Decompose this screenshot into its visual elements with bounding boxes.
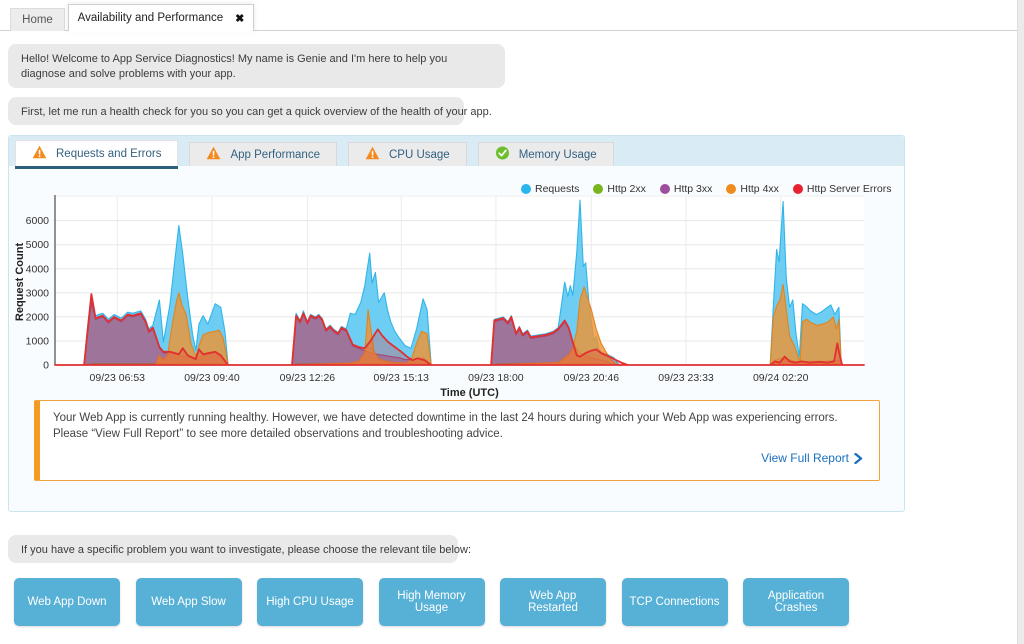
svg-text:1000: 1000 [26, 335, 50, 347]
legend-item-requests[interactable]: Requests [521, 183, 579, 195]
svg-text:09/23 06:53: 09/23 06:53 [90, 372, 146, 384]
warning-icon [206, 146, 221, 163]
svg-text:5000: 5000 [26, 239, 50, 251]
health-tab-label: Memory Usage [518, 148, 597, 161]
problem-tiles: Web App Down Web App Slow High CPU Usage Hi… [14, 578, 849, 626]
chart-canvas: 0 1000 2000 3000 4000 5000 6000 09/23 06:53 09/2… [14, 195, 865, 399]
svg-text:6000: 6000 [26, 215, 50, 227]
legend-label: Http 2xx [607, 183, 646, 195]
chevron-right-icon [854, 452, 863, 464]
tab-home-label: Home [22, 14, 53, 26]
genie-healthcheck-message: First, let me run a health check for you… [8, 97, 492, 125]
health-tab-requests-and-errors[interactable]: Requests and Errors [15, 140, 179, 169]
svg-text:09/23 20:46: 09/23 20:46 [564, 372, 620, 384]
chart-legend: Requests Http 2xx Http 3xx Http 4xx Http Ser… [521, 183, 892, 195]
insight-text: Your Web App is currently running health… [53, 412, 838, 440]
tab-availability-and-performance[interactable]: Availability and Performance ✖ [68, 4, 254, 33]
svg-text:Time (UTC): Time (UTC) [440, 387, 499, 399]
tile-web-app-down[interactable]: Web App Down [14, 578, 120, 626]
tab-home[interactable]: Home [10, 8, 65, 31]
legend-item-http-3xx[interactable]: Http 3xx [659, 183, 713, 195]
warning-icon [32, 145, 47, 162]
health-tabs: Requests and Errors App Performance CPU Us… [15, 140, 614, 169]
genie-welcome-message: Hello! Welcome to App Service Diagnostic… [8, 44, 505, 88]
legend-dot [593, 184, 604, 194]
health-tab-memory-usage[interactable]: Memory Usage [477, 142, 614, 166]
legend-label: Http 4xx [740, 183, 779, 195]
health-tab-cpu-usage[interactable]: CPU Usage [347, 142, 467, 166]
close-icon[interactable]: ✖ [235, 12, 245, 25]
svg-text:3000: 3000 [26, 287, 50, 299]
legend-dot [521, 184, 531, 194]
legend-label: Http 3xx [673, 183, 713, 195]
svg-text:09/24 02:20: 09/24 02:20 [753, 372, 809, 384]
tile-high-memory-usage[interactable]: High Memory Usage [378, 578, 485, 626]
health-tab-label: Requests and Errors [56, 147, 162, 160]
health-tab-label: CPU Usage [388, 148, 450, 161]
svg-text:09/23 09:40: 09/23 09:40 [184, 372, 240, 384]
tabbar-divider [0, 30, 1024, 31]
health-tab-label: App Performance [230, 148, 320, 161]
tile-high-cpu-usage[interactable]: High CPU Usage [257, 578, 363, 626]
legend-dot [726, 184, 737, 194]
svg-text:09/23 18:00: 09/23 18:00 [468, 372, 524, 384]
legend-dot [792, 184, 803, 194]
requests-errors-chart: 0 1000 2000 3000 4000 5000 6000 09/23 06:53 09/2… [9, 169, 904, 403]
svg-text:09/23 12:26: 09/23 12:26 [280, 372, 336, 384]
health-insight-box: Your Web App is currently running health… [34, 400, 880, 481]
svg-text:Request Count: Request Count [14, 243, 26, 322]
health-check-panel: Requests and Errors App Performance CPU Us… [8, 135, 905, 512]
legend-item-http-4xx[interactable]: Http 4xx [726, 183, 779, 195]
tile-web-app-slow[interactable]: Web App Slow [135, 578, 242, 626]
tile-application-crashes[interactable]: Application Crashes [743, 578, 849, 626]
svg-text:4000: 4000 [26, 263, 50, 275]
tile-tcp-connections[interactable]: TCP Connections [621, 578, 728, 626]
svg-text:0: 0 [43, 360, 49, 372]
success-icon [495, 146, 510, 163]
vertical-scrollbar[interactable] [1017, 0, 1024, 644]
svg-text:09/23 23:33: 09/23 23:33 [658, 372, 714, 384]
legend-dot [659, 184, 670, 194]
legend-item-http-2xx[interactable]: Http 2xx [593, 183, 646, 195]
tile-web-app-restarted[interactable]: Web App Restarted [500, 578, 606, 626]
tab-active-label: Availability and Performance [77, 12, 224, 24]
legend-label: Requests [535, 183, 580, 195]
view-full-report-label: View Full Report [761, 451, 849, 465]
legend-item-http-server-errors[interactable]: Http Server Errors [792, 183, 892, 195]
view-full-report-link[interactable]: View Full Report [761, 451, 863, 465]
warning-icon [365, 146, 380, 163]
genie-tiles-message: If you have a specific problem you want … [8, 535, 471, 563]
legend-label: Http Server Errors [806, 183, 892, 195]
svg-text:09/23 15:13: 09/23 15:13 [374, 372, 430, 384]
svg-text:2000: 2000 [26, 311, 50, 323]
health-tab-app-performance[interactable]: App Performance [189, 142, 337, 166]
